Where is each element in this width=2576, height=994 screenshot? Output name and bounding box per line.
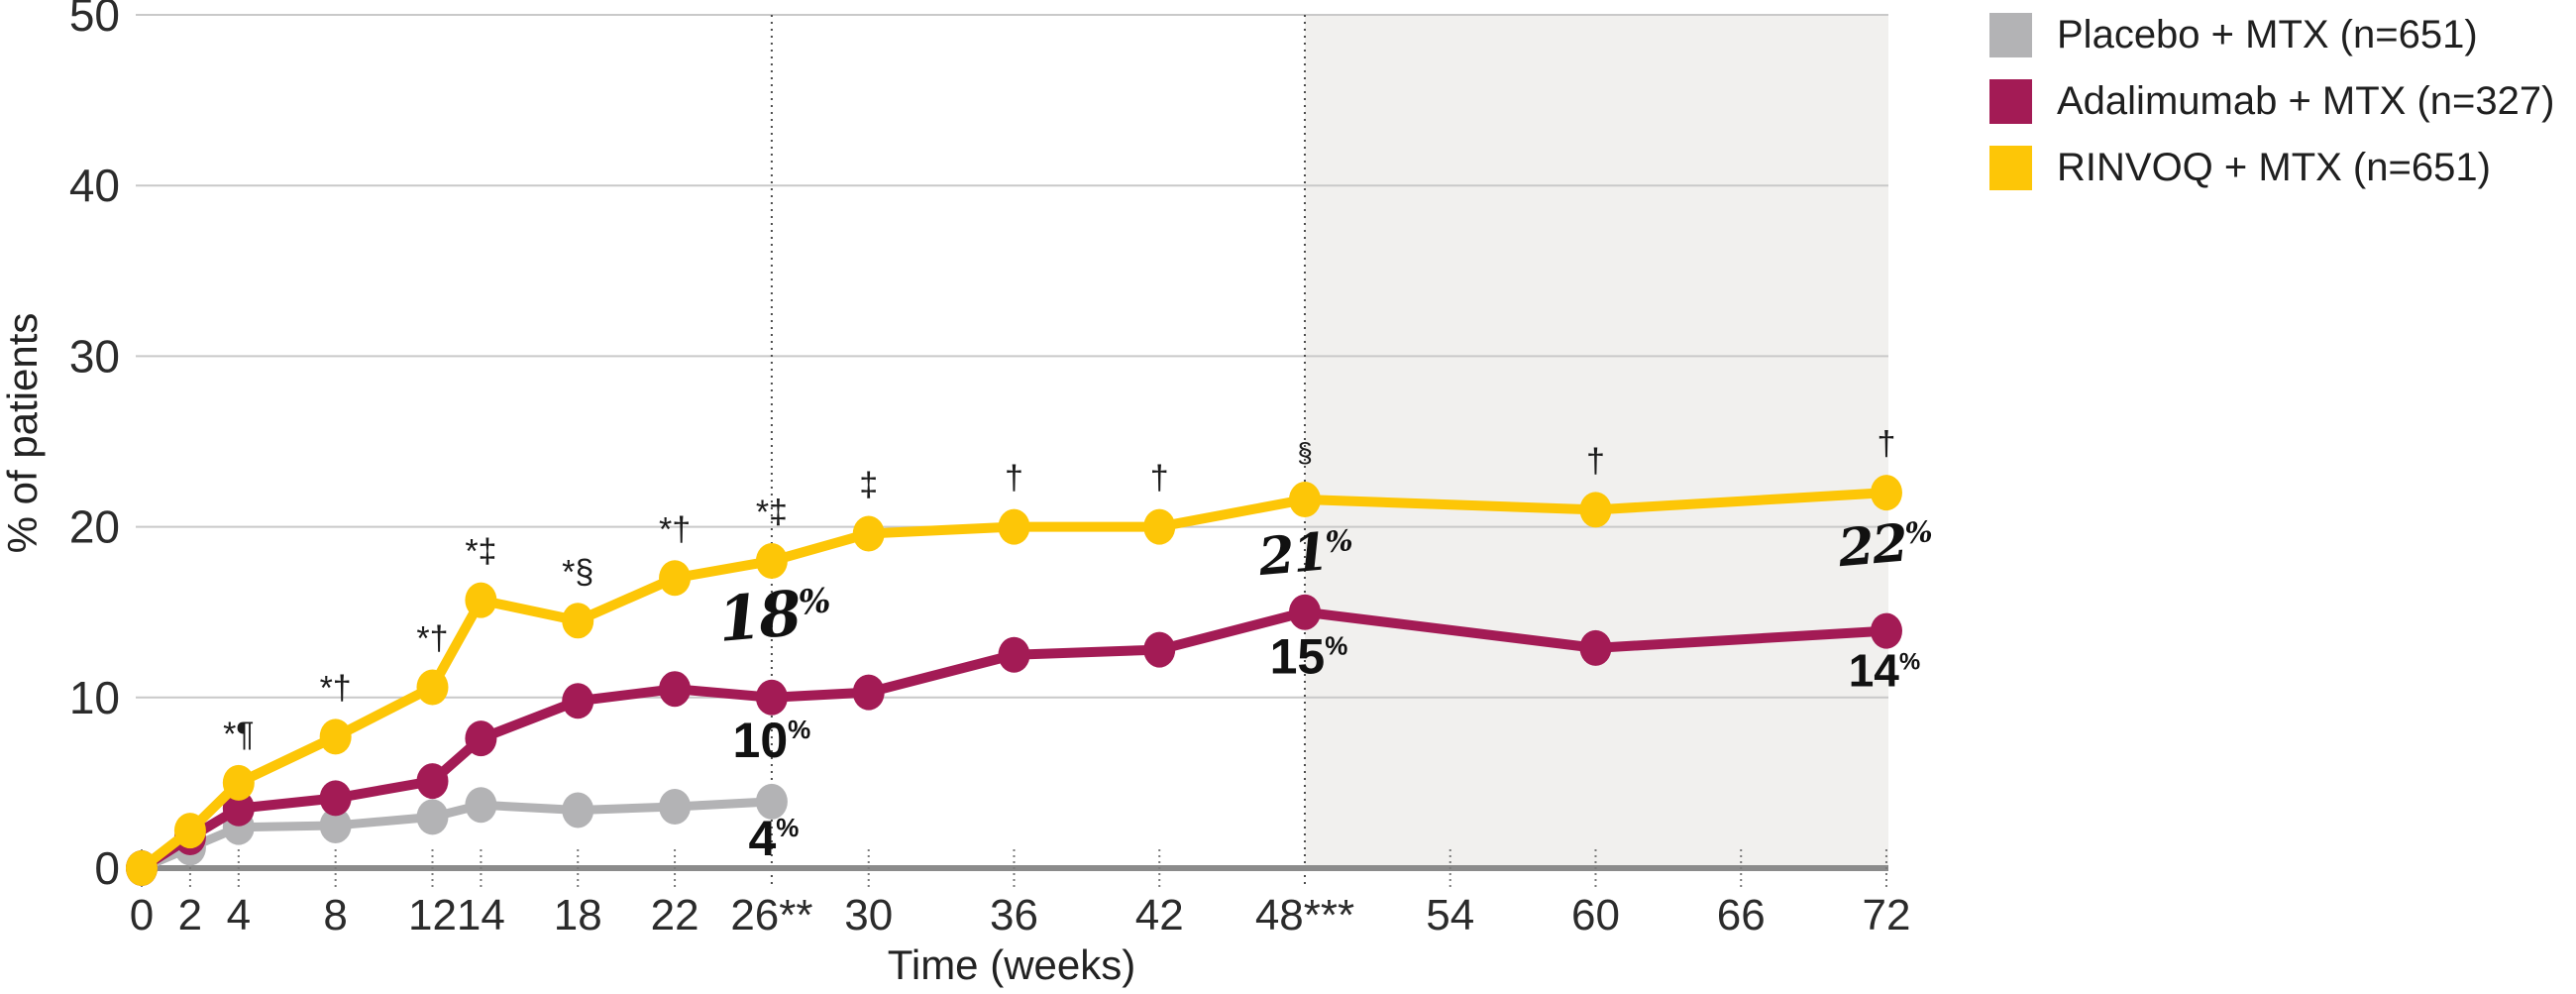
highlight-region [1304,15,1888,868]
value-label-14pct: 14% [1849,645,1921,697]
data-point-week-22 [659,789,692,826]
data-point-week-48 [1288,482,1321,518]
data-point-week-4 [222,764,255,801]
value-label-22pct: 22% [1835,510,1935,579]
value-label-18pct: 18% [715,574,833,656]
x-tick-label-54: 54 [1426,891,1474,939]
x-tick-label-22: 22 [651,891,699,939]
y-tick-label-20: 20 [69,501,120,553]
data-point-week-36 [998,508,1030,545]
value-label-4pct: 4% [748,811,799,866]
annotation-week-4: *¶ [223,716,255,753]
data-point-week-18 [562,683,594,719]
legend-label: RINVOQ + MTX (n=651) [2057,146,2491,189]
x-tick-label-60: 60 [1571,891,1620,939]
y-tick-label-0: 0 [94,842,120,894]
legend-item-1: Placebo + MTX (n=651) [1989,13,2554,57]
data-point-week-18 [562,792,594,828]
data-point-week-8 [319,718,352,755]
x-tick-label-26**: 26** [730,891,812,939]
legend-swatch [1989,79,2032,124]
legend-item-3: RINVOQ + MTX (n=651) [1989,146,2554,190]
data-point-week-48 [1288,594,1321,630]
annotation-week-72: † [1878,425,1896,463]
annotation-week-30: ‡ [859,466,878,503]
legend-swatch [1989,13,2032,57]
x-tick-label-18: 18 [554,891,602,939]
x-tick-label-42: 42 [1135,891,1184,939]
data-point-week-8 [319,780,352,817]
x-tick-label-72: 72 [1862,891,1910,939]
y-axis-title: % of patients [0,312,46,554]
data-point-week-22 [659,671,692,708]
data-point-week-0 [126,850,158,886]
data-point-week-18 [562,603,594,639]
legend-label: Placebo + MTX (n=651) [2057,13,2478,56]
x-tick-label-36: 36 [990,891,1038,939]
data-point-week-14 [465,787,497,824]
legend-label: Adalimumab + MTX (n=327) [2057,79,2555,123]
y-tick-labels: 0 10 20 30 40 50 [69,0,120,894]
annotation-week-22: *† [659,510,691,548]
annotation-week-12: *† [416,619,448,657]
x-tick-label-8: 8 [323,891,347,939]
annotation-week-42: † [1150,460,1169,497]
data-point-week-42 [1143,631,1176,668]
data-point-week-30 [852,674,885,711]
x-axis-title: Time (weeks) [887,941,1136,988]
x-tick-label-2: 2 [178,891,202,939]
annotation-week-8: *† [320,669,352,707]
value-label-21pct: 21% [1255,519,1355,588]
data-point-week-2 [173,813,206,849]
data-point-week-30 [852,515,885,552]
data-point-week-14 [465,582,497,618]
data-point-week-60 [1579,492,1612,528]
x-tick-label-12: 12 [408,891,457,939]
x-tick-label-4: 4 [227,891,251,939]
data-point-week-72 [1870,475,1902,511]
data-point-week-60 [1579,629,1612,666]
y-tick-label-30: 30 [69,330,120,382]
x-tick-label-0: 0 [130,891,154,939]
x-tick-label-48***: 48*** [1255,891,1354,939]
series-rinvoq [126,475,1902,886]
legend-item-2: Adalimumab + MTX (n=327) [1989,79,2554,124]
data-point-week-22 [659,560,692,597]
annotation-week-26: *‡ [756,494,788,531]
x-tick-label-30: 30 [844,891,893,939]
annotation-week-60: † [1586,442,1605,480]
significance-annotations: *¶ *† *† *‡ *§ *† *‡ ‡ † † § † † [223,425,1895,753]
data-point-week-36 [998,636,1030,673]
annotation-week-18: *§ [562,553,593,591]
dotted-reference-lines [770,15,1306,889]
annotation-week-14: *‡ [465,533,496,571]
data-point-week-72 [1870,612,1902,649]
y-tick-label-40: 40 [69,160,120,211]
annotation-week-36: † [1005,460,1023,497]
legend-swatch [1989,146,2032,190]
x-tick-label-14: 14 [457,891,505,939]
data-point-week-12 [416,799,449,835]
data-point-week-8 [319,807,352,843]
annotation-week-48: § [1297,437,1313,468]
value-labels: 18% 21% 22% 10% 15% 14% 4% [715,510,1935,866]
value-label-10pct: 10% [733,713,811,768]
data-point-week-4 [222,790,255,827]
data-point-week-12 [416,763,449,800]
data-point-week-26 [755,783,788,820]
x-tick-label-66: 66 [1717,891,1766,939]
data-point-week-12 [416,669,449,706]
legend: Placebo + MTX (n=651) Adalimumab + MTX (n… [1989,13,2554,190]
data-point-week-14 [465,720,497,757]
x-tick-labels: 0 2 4 8 12 14 18 22 26** 30 36 42 48*** 54 60 66 72 [130,891,1911,939]
data-point-week-26 [755,679,788,716]
data-point-week-26 [755,543,788,580]
y-tick-label-10: 10 [69,672,120,723]
data-point-week-42 [1143,508,1176,545]
value-label-15pct: 15% [1270,629,1348,685]
y-tick-label-50: 50 [69,0,120,41]
